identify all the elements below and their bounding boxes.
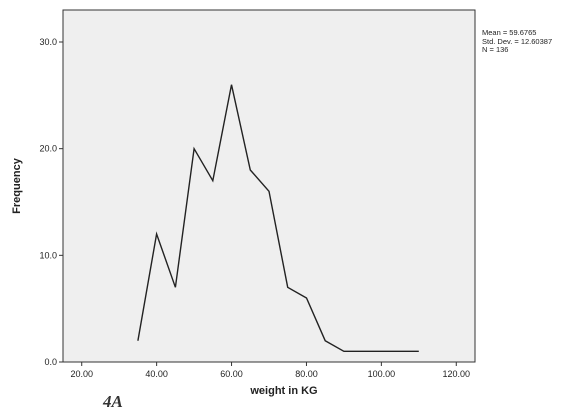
x-axis-label: weight in KG bbox=[249, 385, 317, 397]
y-tick-label: 0.0 bbox=[44, 357, 57, 367]
y-tick-label: 30.0 bbox=[39, 37, 57, 47]
stats-mean: Mean = 59.6765 bbox=[482, 28, 537, 37]
y-tick-label: 10.0 bbox=[39, 250, 57, 260]
x-tick-label: 100.00 bbox=[368, 369, 396, 379]
plot-area bbox=[62, 9, 476, 363]
stats-n: N = 136 bbox=[482, 45, 509, 54]
stats-std-dev: Std. Dev. = 12.60387 bbox=[482, 36, 553, 46]
stats-box: Mean = 59.6765 Std. Dev. = 12.60387 N = … bbox=[482, 28, 553, 55]
x-tick-label: 40.00 bbox=[145, 369, 168, 379]
x-tick-label: 80.00 bbox=[295, 369, 318, 379]
x-tick-label: 120.00 bbox=[443, 369, 471, 379]
series-line bbox=[137, 84, 419, 352]
x-tick-label: 60.00 bbox=[220, 369, 243, 379]
y-axis-label: Frequency bbox=[11, 157, 23, 214]
y-tick-label: 20.0 bbox=[39, 144, 57, 154]
figure-label: 4A bbox=[103, 392, 123, 411]
x-tick-label: 20.00 bbox=[70, 369, 93, 379]
